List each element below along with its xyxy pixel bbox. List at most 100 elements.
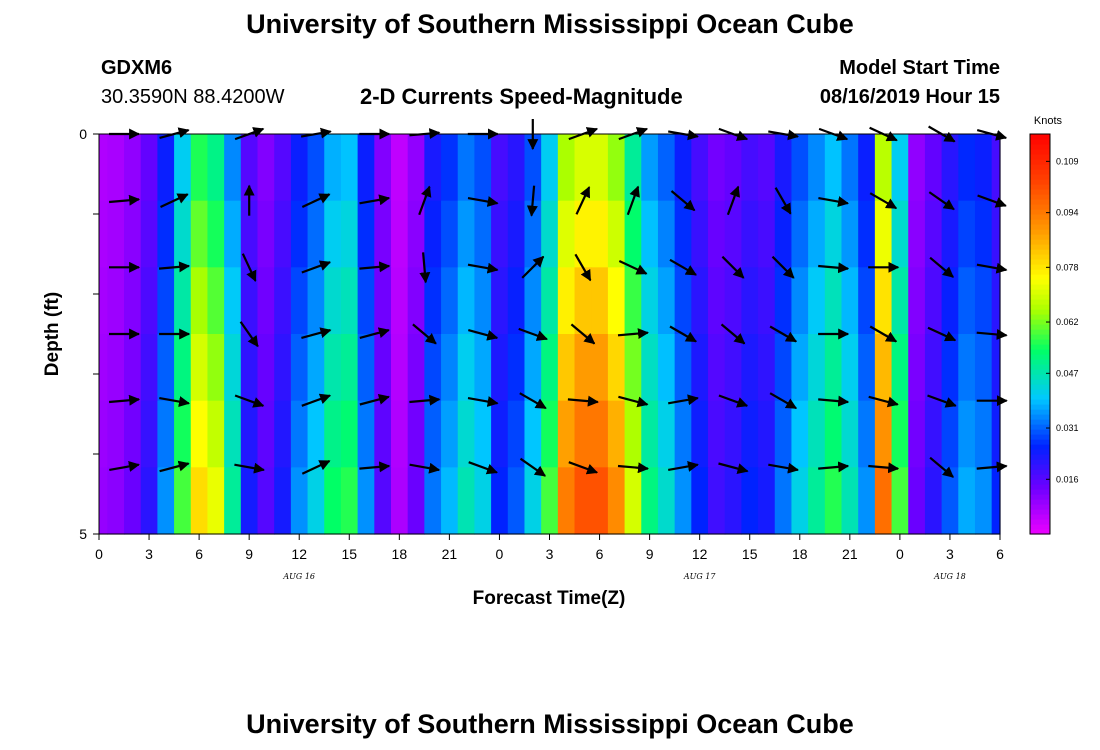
- heatmap-cell: [140, 400, 158, 468]
- current-vector-arrow: [468, 329, 499, 341]
- colorbar-swatch: [1030, 309, 1050, 315]
- heatmap-cell: [791, 334, 809, 402]
- heatmap-cell: [207, 400, 225, 468]
- heatmap-cell: [708, 267, 726, 335]
- heatmap-cell: [224, 200, 242, 268]
- heatmap-cell: [708, 334, 726, 402]
- colorbar-swatch: [1030, 354, 1050, 360]
- current-vector-arrow: [977, 194, 1007, 208]
- heatmap-cell: [591, 400, 609, 468]
- footer-title: University of Southern Mississippi Ocean…: [246, 709, 854, 739]
- current-vector-arrow: [521, 255, 545, 279]
- colorbar-tick-label: 0.031: [1056, 423, 1079, 433]
- heatmap-cell: [340, 134, 359, 202]
- heatmap-cell: [99, 467, 108, 535]
- current-vector-arrow: [771, 255, 795, 279]
- heatmap-cell: [390, 267, 409, 335]
- heatmap-cell: [524, 467, 542, 535]
- heatmap-cell: [624, 467, 642, 535]
- x-tick-label: 12: [692, 546, 708, 562]
- colorbar-swatch: [1030, 519, 1050, 525]
- heatmap-cell: [624, 267, 642, 335]
- colorbar-swatch: [1030, 259, 1050, 265]
- current-vector-arrow: [929, 456, 954, 478]
- heatmap-cell: [808, 200, 826, 268]
- colorbar-swatch: [1030, 239, 1050, 245]
- heatmap-cell: [941, 200, 959, 268]
- heatmap-cell: [641, 467, 659, 535]
- colorbar-swatch: [1030, 164, 1050, 170]
- heatmap-cell: [124, 334, 142, 402]
- current-vector-arrow: [976, 328, 1008, 340]
- current-vector-arrow: [669, 325, 697, 343]
- current-vector-arrow: [109, 394, 141, 406]
- heatmap-cell: [524, 200, 542, 268]
- x-tick-label: 6: [996, 546, 1004, 562]
- colorbar-swatch: [1030, 524, 1050, 530]
- x-tick-label: 3: [946, 546, 954, 562]
- heatmap-cell: [574, 334, 592, 402]
- colorbar-swatch: [1030, 479, 1050, 485]
- heatmap-cell: [390, 334, 409, 402]
- current-vector-arrow: [239, 321, 259, 348]
- y-tick-label: 0: [79, 126, 87, 142]
- heatmap-cell: [507, 267, 526, 335]
- heatmap-cell: [908, 267, 926, 335]
- heatmap-cell: [374, 334, 392, 402]
- heatmap-cell: [891, 200, 909, 268]
- heatmap-cell: [691, 134, 709, 202]
- heatmap-cell: [407, 467, 425, 535]
- x-tick-label: 21: [842, 546, 858, 562]
- heatmap-cell: [174, 134, 192, 202]
- heatmap-cell: [607, 200, 626, 268]
- heatmap-cell: [774, 200, 793, 268]
- colorbar-tick-label: 0.062: [1056, 317, 1079, 327]
- heatmap-cell: [791, 200, 809, 268]
- heatmap-cell: [457, 400, 476, 468]
- heatmap-cell: [240, 400, 259, 468]
- heatmap-cell: [507, 134, 526, 202]
- heatmap-cell: [607, 334, 626, 402]
- colorbar-swatch: [1030, 414, 1050, 420]
- colorbar-swatch: [1030, 299, 1050, 305]
- heatmap-cell: [657, 134, 676, 202]
- heatmap-cell: [174, 400, 192, 468]
- heatmap-cell: [507, 200, 526, 268]
- heatmap-cell: [257, 134, 275, 202]
- heatmap-cell: [607, 134, 626, 202]
- heatmap-cell: [724, 334, 742, 402]
- heatmap-cell: [290, 200, 309, 268]
- y-axis-label: Depth (ft): [42, 292, 63, 376]
- heatmap-cell: [874, 400, 893, 468]
- current-vector-arrow: [418, 185, 432, 216]
- heatmap-cell: [841, 200, 859, 268]
- colorbar-swatch: [1030, 514, 1050, 520]
- heatmap-cell: [841, 467, 859, 535]
- colorbar-swatch: [1030, 159, 1050, 165]
- heatmap-cell: [357, 467, 375, 535]
- heatmap-cell: [457, 467, 476, 535]
- heatmap-cell: [290, 334, 309, 402]
- current-vector-arrow: [818, 196, 849, 207]
- current-vector-arrow: [927, 394, 957, 408]
- heatmap-cell: [858, 134, 876, 202]
- heatmap-cell: [340, 334, 359, 402]
- colorbar-swatch: [1030, 444, 1050, 450]
- colorbar-swatch: [1030, 144, 1050, 150]
- heatmap-cell: [541, 134, 559, 202]
- current-vector-arrow: [726, 185, 740, 216]
- heatmap-cell: [858, 400, 876, 468]
- heatmap-cell: [407, 200, 425, 268]
- heatmap-cell: [557, 134, 576, 202]
- colorbar-swatch: [1030, 219, 1050, 225]
- heatmap-cell: [99, 200, 108, 268]
- heatmap-cell: [290, 400, 309, 468]
- heatmap-cell: [441, 200, 459, 268]
- colorbar-swatch: [1030, 284, 1050, 290]
- current-vector-arrow: [818, 262, 850, 274]
- heatmap-cell: [324, 400, 342, 468]
- heatmap-cell: [724, 400, 742, 468]
- current-vector-arrow: [467, 396, 499, 407]
- current-vector-arrow: [718, 394, 749, 408]
